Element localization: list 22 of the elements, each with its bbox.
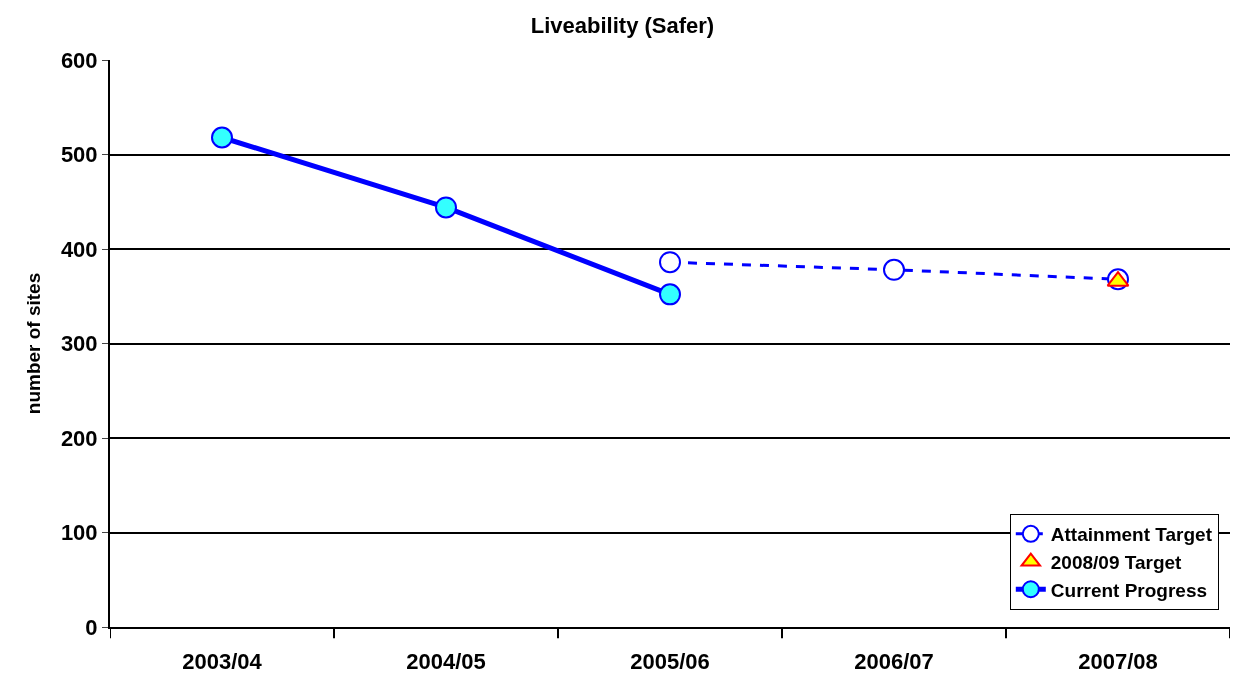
x-tick-label: 2004/05 (406, 649, 486, 675)
x-tick-label: 2006/07 (854, 649, 934, 675)
y-tick-label: 300 (60, 331, 98, 357)
y-tick-label: 500 (60, 142, 98, 168)
point (883, 258, 905, 281)
x-tick-label: 2007/08 (1078, 649, 1158, 675)
y-tick-label: 100 (60, 520, 98, 546)
y-tick-label: 200 (60, 425, 98, 451)
point (659, 283, 681, 306)
x-tick-label: 2003/04 (182, 649, 263, 675)
y-tick-label: 400 (60, 236, 98, 262)
y-axis-title: number of sites (23, 272, 45, 415)
x-tick-label: 2005/06 (630, 649, 710, 675)
y-tick-label: 0 (85, 614, 98, 640)
y-tick-label: 600 (60, 47, 98, 73)
legend-label: Attainment Target (1050, 524, 1213, 546)
legend-label: 2008/09 Target (1050, 551, 1183, 573)
chart-title: Liveability (Safer) (530, 12, 715, 38)
legend-label: Current Progress (1050, 579, 1208, 601)
point (435, 196, 457, 219)
point (211, 126, 233, 149)
point (659, 251, 681, 274)
